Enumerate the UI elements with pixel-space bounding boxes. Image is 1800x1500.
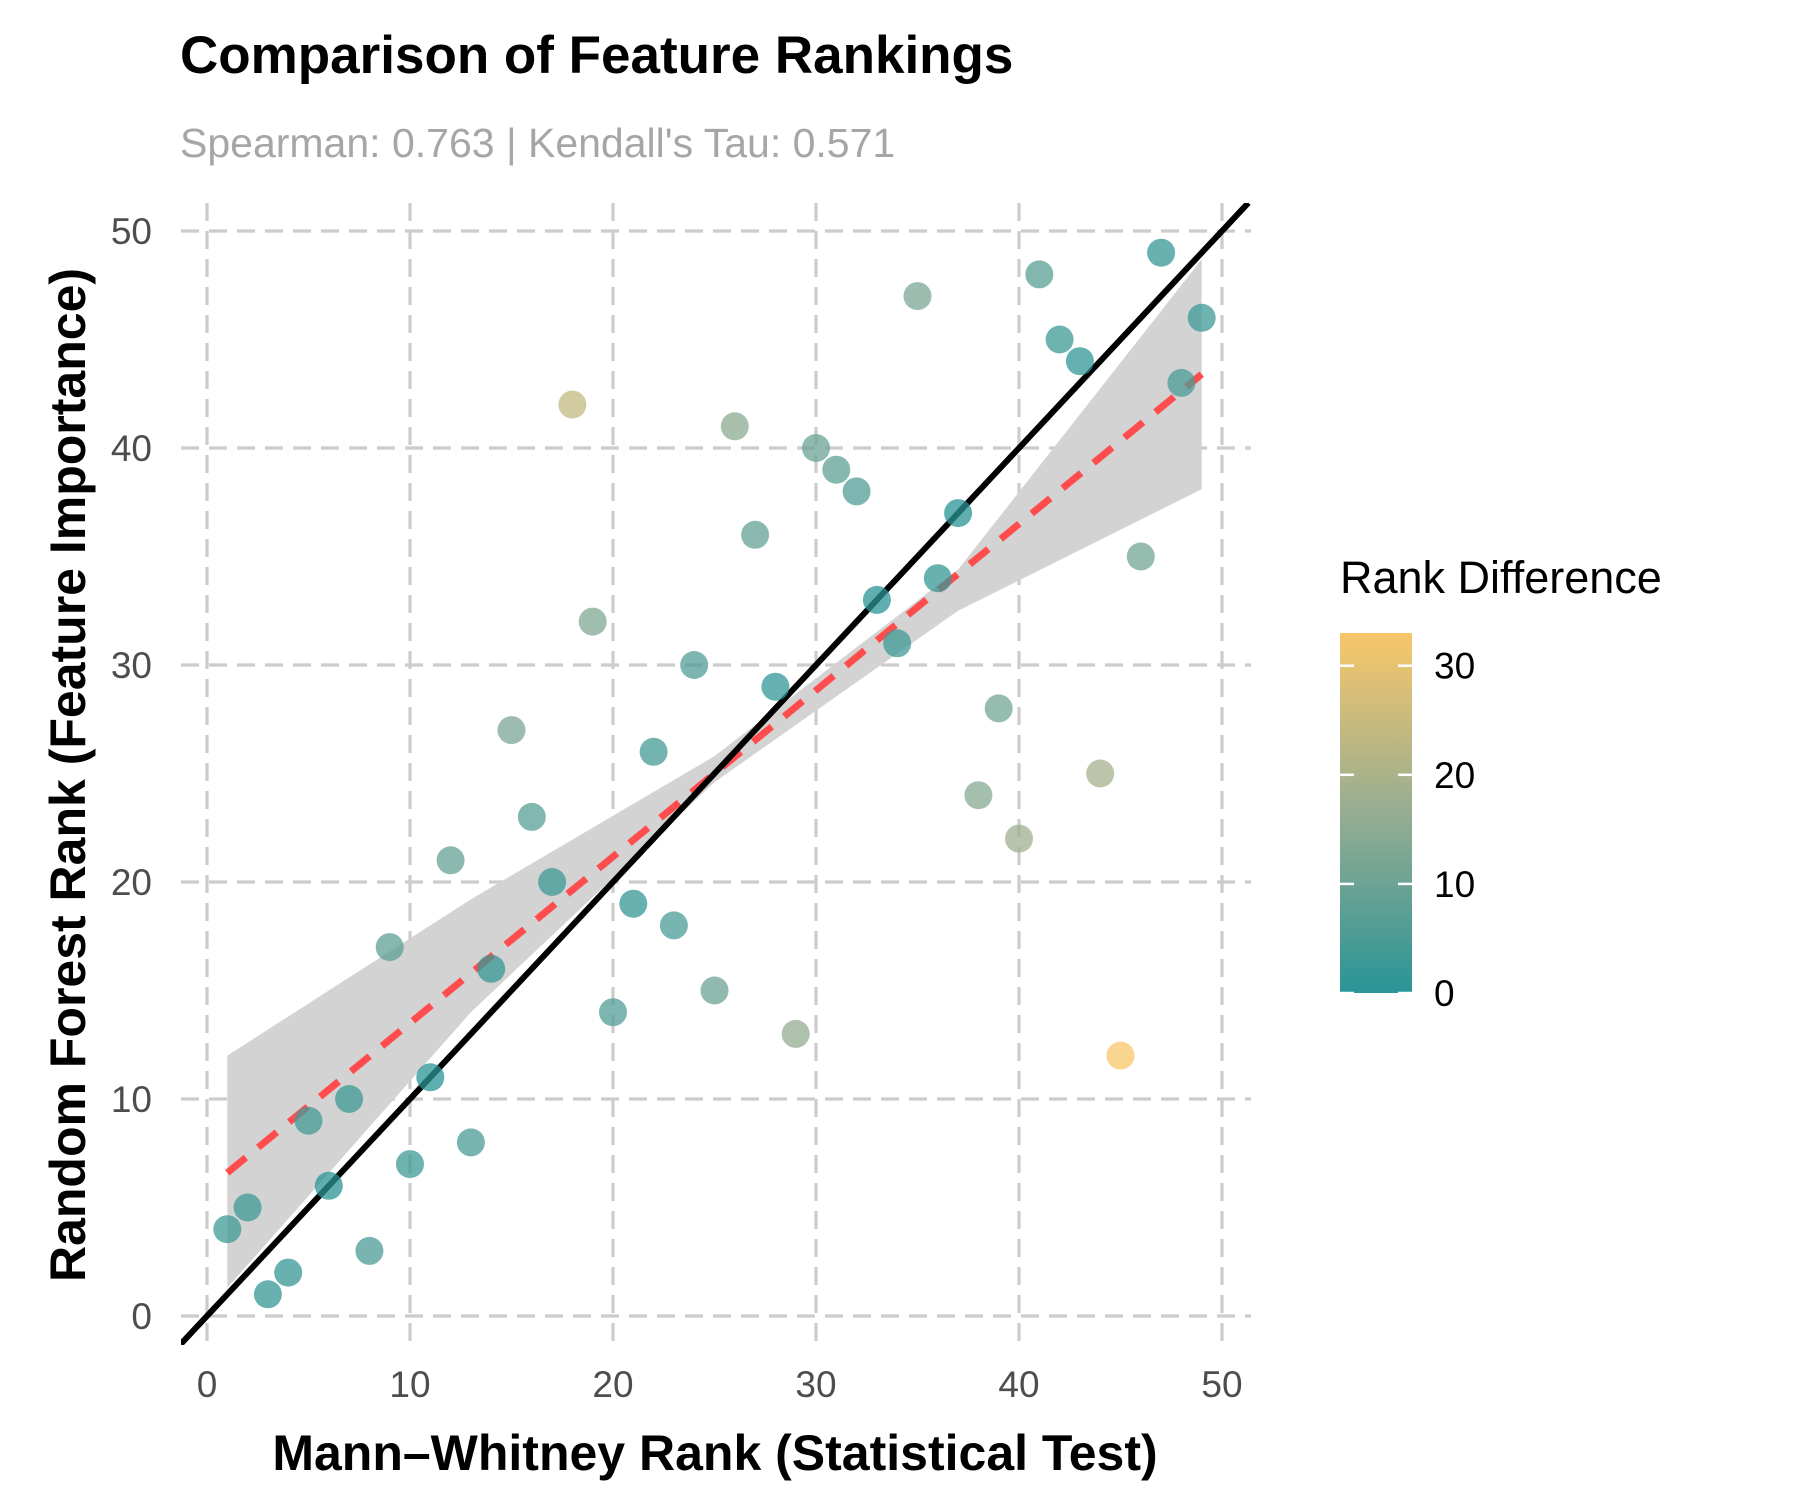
data-point xyxy=(700,976,729,1005)
data-point xyxy=(1086,759,1115,788)
data-point xyxy=(619,889,648,918)
y-tick-label: 30 xyxy=(111,645,152,686)
data-point xyxy=(984,694,1013,723)
x-tick-label: 0 xyxy=(197,1364,218,1405)
x-tick-label: 40 xyxy=(998,1364,1039,1405)
data-point xyxy=(842,477,871,506)
data-point xyxy=(233,1193,262,1222)
data-points xyxy=(213,238,1216,1309)
legend-tick-label: 20 xyxy=(1434,755,1475,796)
y-tick-label: 40 xyxy=(111,428,152,469)
data-point xyxy=(375,933,404,962)
data-point xyxy=(517,802,546,831)
data-point xyxy=(720,412,749,441)
y-tick-label: 50 xyxy=(111,211,152,252)
x-axis-title: Mann–Whitney Rank (Statistical Test) xyxy=(272,1425,1157,1481)
data-point xyxy=(964,781,993,810)
data-point xyxy=(213,1215,242,1244)
y-tick-label: 20 xyxy=(111,862,152,903)
x-tick-label: 30 xyxy=(795,1364,836,1405)
data-point xyxy=(456,1128,485,1157)
data-point xyxy=(335,1085,364,1113)
data-point xyxy=(416,1063,445,1092)
data-point xyxy=(923,564,952,593)
data-point xyxy=(253,1280,282,1309)
data-point xyxy=(680,651,709,679)
data-point xyxy=(639,737,668,766)
data-point xyxy=(396,1150,424,1179)
x-tick-label: 20 xyxy=(592,1364,633,1405)
y-axis-ticks: 0 10 20 30 40 50 xyxy=(111,211,152,1337)
x-tick-label: 50 xyxy=(1201,1364,1242,1405)
legend-ticks: 0 10 20 30 xyxy=(1340,646,1475,1014)
legend-colorbar xyxy=(1340,633,1412,993)
chart-title: Comparison of Feature Rankings xyxy=(180,26,1013,85)
data-point xyxy=(1106,1041,1135,1070)
data-point xyxy=(355,1236,384,1265)
data-point xyxy=(1005,824,1033,853)
legend: Rank Difference 0 10 20 30 xyxy=(1340,552,1662,1014)
data-point xyxy=(761,672,790,701)
x-tick-label: 10 xyxy=(389,1364,430,1405)
y-tick-label: 10 xyxy=(111,1079,152,1120)
data-point xyxy=(1147,238,1176,267)
data-point xyxy=(862,585,891,614)
legend-tick-label: 30 xyxy=(1434,646,1475,687)
data-point xyxy=(294,1106,323,1135)
data-point xyxy=(781,1019,810,1048)
data-point xyxy=(314,1171,343,1200)
data-point xyxy=(883,629,912,658)
legend-tick-label: 0 xyxy=(1434,973,1455,1014)
data-point xyxy=(1187,303,1216,332)
data-point xyxy=(1025,260,1054,289)
data-point xyxy=(558,390,587,419)
chart-subtitle: Spearman: 0.763 | Kendall's Tau: 0.571 xyxy=(180,120,895,166)
fit-line-path xyxy=(225,371,1204,1176)
x-axis-ticks: 0 10 20 30 40 50 xyxy=(197,1364,1243,1405)
data-point xyxy=(599,998,627,1027)
data-point xyxy=(1167,368,1196,397)
identity-line xyxy=(181,203,1251,1345)
data-point xyxy=(944,499,973,528)
identity-line-path xyxy=(181,203,1251,1345)
data-point xyxy=(741,520,770,549)
data-point xyxy=(802,434,830,462)
y-tick-label: 0 xyxy=(131,1296,152,1337)
data-point xyxy=(659,911,688,940)
data-point xyxy=(1126,542,1155,571)
data-point xyxy=(274,1258,303,1287)
data-point xyxy=(538,868,567,896)
data-point xyxy=(1045,325,1074,354)
data-point xyxy=(1065,347,1094,376)
data-point xyxy=(436,846,465,875)
data-point xyxy=(578,607,607,636)
legend-tick-label: 10 xyxy=(1434,864,1475,905)
data-point xyxy=(497,716,526,745)
data-point xyxy=(477,954,506,983)
y-axis-title: Random Forest Rank (Feature Importance) xyxy=(40,268,96,1282)
data-point xyxy=(903,282,932,311)
fit-line xyxy=(225,371,1204,1176)
legend-title: Rank Difference xyxy=(1340,552,1662,603)
data-point xyxy=(822,455,851,484)
grid xyxy=(181,203,1251,1345)
